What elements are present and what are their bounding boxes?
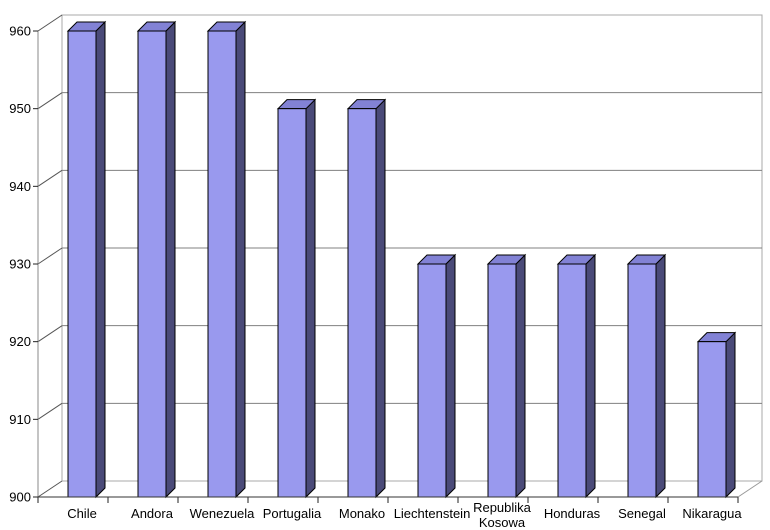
bar-republika-kosowa <box>487 263 517 498</box>
bar-side-face-nikaragua <box>725 331 736 499</box>
bar-side-face-andora <box>165 20 176 499</box>
y-tick-label: 900 <box>9 490 31 505</box>
bar-chile <box>67 30 97 498</box>
bar-liechtenstein <box>417 263 447 498</box>
bar-side-face-liechtenstein <box>445 253 456 499</box>
y-depth-connector <box>37 480 63 498</box>
bar-side-face-republika-kosowa <box>515 253 526 499</box>
y-tick-label: 910 <box>9 412 31 427</box>
y-depth-connector <box>37 402 63 420</box>
x-axis-label-senegal: Senegal <box>618 506 666 521</box>
y-depth-connector <box>37 92 63 110</box>
y-tick-label: 950 <box>9 101 31 116</box>
x-axis-label-nikaragua: Nikaragua <box>682 506 742 521</box>
bar-side-face-chile <box>95 20 106 499</box>
bar-side-face-senegal <box>655 253 666 499</box>
bar-side-face-honduras <box>585 253 596 499</box>
x-axis-label-portugalia: Portugalia <box>263 506 322 521</box>
y-depth-connector <box>37 14 63 32</box>
bar-side-face-wenezuela <box>235 20 246 499</box>
y-tick-label: 920 <box>9 334 31 349</box>
x-axis-label-andora: Andora <box>131 506 174 521</box>
floor-right-edge <box>737 480 763 498</box>
x-axis-label-monako: Monako <box>339 506 385 521</box>
bar-senegal <box>627 263 657 498</box>
y-tick-label: 960 <box>9 24 31 39</box>
y-tick-label: 930 <box>9 257 31 272</box>
x-axis-label-chile: Chile <box>67 506 97 521</box>
bar-monako <box>347 108 377 498</box>
bar-portugalia <box>277 108 307 498</box>
bar-nikaragua <box>697 341 727 498</box>
bar-honduras <box>557 263 587 498</box>
bar-side-face-portugalia <box>305 98 316 499</box>
bar-wenezuela <box>207 30 237 498</box>
bar-andora <box>137 30 167 498</box>
bar-side-face-monako <box>375 98 386 499</box>
y-depth-connector <box>37 247 63 265</box>
x-axis-label-republika-kosowa: Republika Kosowa <box>473 500 532 530</box>
y-depth-connector <box>37 325 63 343</box>
x-axis-label-liechtenstein: Liechtenstein <box>394 506 471 521</box>
y-tick-label: 940 <box>9 179 31 194</box>
x-axis-label-honduras: Honduras <box>544 506 601 521</box>
y-depth-connector <box>37 169 63 187</box>
x-axis-label-wenezuela: Wenezuela <box>190 506 256 521</box>
